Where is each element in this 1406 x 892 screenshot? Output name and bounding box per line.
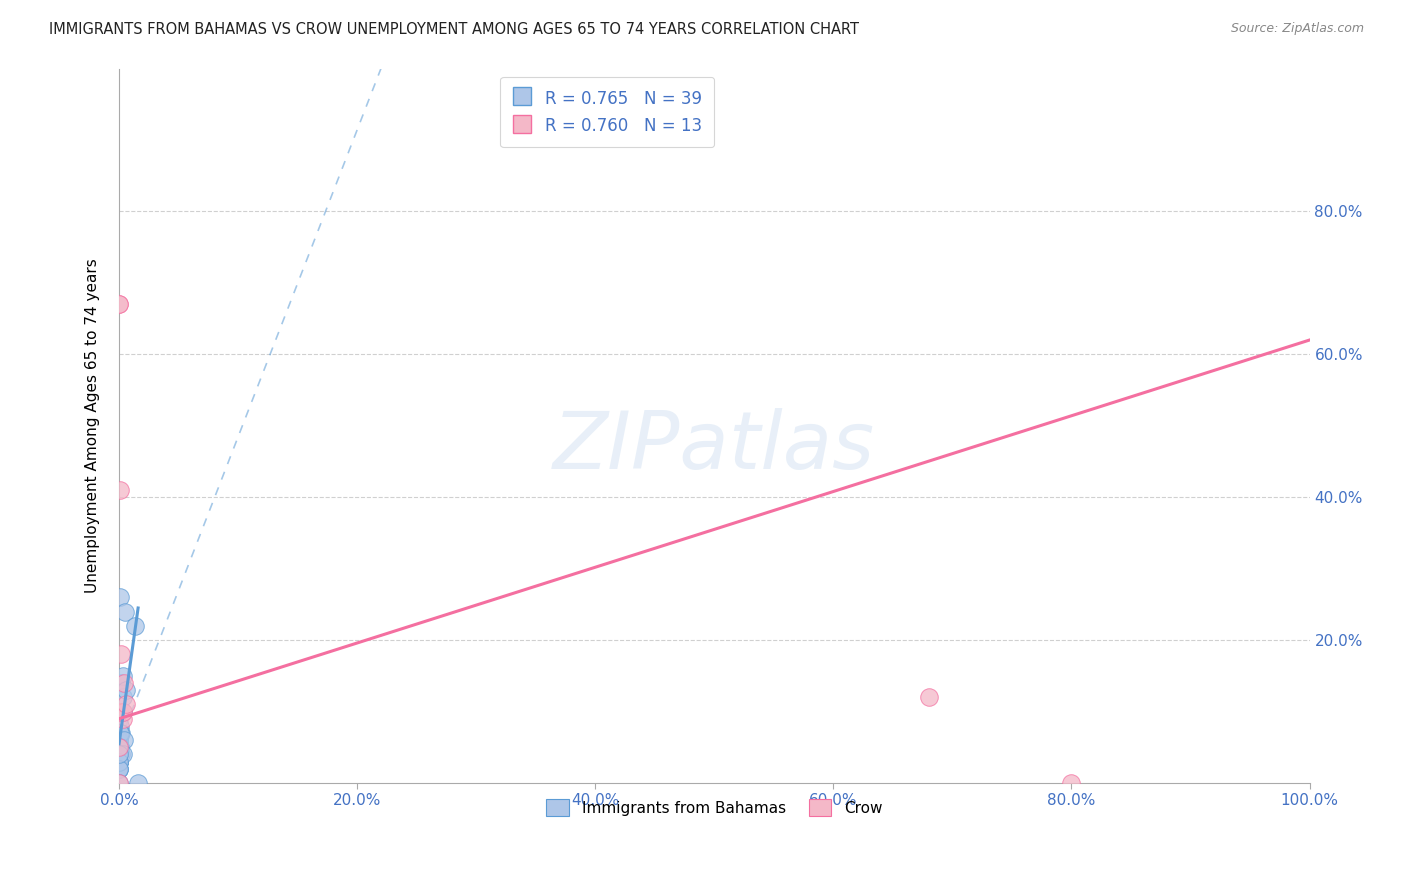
Point	[110, 740, 132, 755]
Point	[108, 755, 131, 769]
Point	[108, 740, 131, 755]
Point	[108, 733, 131, 747]
Point	[111, 690, 134, 705]
Point	[108, 740, 131, 755]
Point	[115, 698, 138, 712]
Point	[112, 733, 135, 747]
Point	[112, 676, 135, 690]
Point	[108, 740, 131, 755]
Point	[917, 690, 939, 705]
Point	[110, 648, 132, 662]
Point	[110, 726, 132, 740]
Point	[111, 669, 134, 683]
Point	[108, 755, 131, 769]
Point	[110, 747, 132, 762]
Point	[114, 605, 136, 619]
Point	[111, 705, 134, 719]
Point	[110, 676, 132, 690]
Point	[108, 755, 131, 769]
Point	[108, 755, 131, 769]
Point	[108, 762, 131, 776]
Point	[111, 712, 134, 726]
Y-axis label: Unemployment Among Ages 65 to 74 years: Unemployment Among Ages 65 to 74 years	[86, 259, 100, 593]
Point	[110, 591, 132, 605]
Point	[115, 683, 138, 698]
Point	[108, 747, 131, 762]
Point	[108, 297, 131, 311]
Point	[111, 747, 134, 762]
Point	[110, 483, 132, 497]
Point	[108, 755, 131, 769]
Point	[108, 776, 131, 790]
Point	[108, 762, 131, 776]
Point	[108, 740, 131, 755]
Legend: Immigrants from Bahamas, Crow: Immigrants from Bahamas, Crow	[537, 789, 891, 825]
Point	[108, 747, 131, 762]
Point	[108, 747, 131, 762]
Point	[110, 726, 132, 740]
Point	[108, 776, 131, 790]
Text: IMMIGRANTS FROM BAHAMAS VS CROW UNEMPLOYMENT AMONG AGES 65 TO 74 YEARS CORRELATI: IMMIGRANTS FROM BAHAMAS VS CROW UNEMPLOY…	[49, 22, 859, 37]
Point	[110, 740, 132, 755]
Point	[108, 747, 131, 762]
Point	[108, 733, 131, 747]
Point	[110, 726, 132, 740]
Point	[108, 297, 131, 311]
Point	[124, 619, 146, 633]
Point	[108, 747, 131, 762]
Point	[110, 740, 132, 755]
Point	[108, 747, 131, 762]
Point	[1060, 776, 1083, 790]
Point	[111, 705, 134, 719]
Text: ZIPatlas: ZIPatlas	[553, 409, 876, 486]
Point	[108, 705, 131, 719]
Point	[110, 719, 132, 733]
Text: Source: ZipAtlas.com: Source: ZipAtlas.com	[1230, 22, 1364, 36]
Point	[108, 762, 131, 776]
Point	[127, 776, 149, 790]
